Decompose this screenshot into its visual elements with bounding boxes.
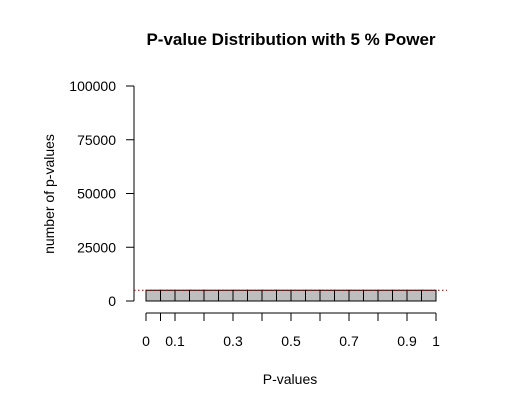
x-tick-label: 0 (142, 333, 150, 349)
histogram-bar (232, 289, 248, 302)
y-axis: 0 25000 50000 75000 100000 (69, 78, 135, 309)
histogram-bar (261, 289, 277, 302)
y-axis-label: number of p-values (41, 134, 57, 254)
y-tick-label: 100000 (69, 78, 116, 94)
histogram-bar (334, 289, 350, 302)
y-tick-label: 0 (108, 293, 116, 309)
x-tick-label: 0.1 (165, 333, 185, 349)
histogram-bar (189, 289, 205, 302)
histogram-bar (276, 289, 292, 302)
histogram-bar (305, 289, 321, 302)
histogram-bar (319, 289, 335, 302)
chart-title: P-value Distribution with 5 % Power (146, 30, 435, 49)
histogram-bar (218, 289, 234, 302)
histogram-bar (348, 289, 364, 302)
x-tick-label: 0.9 (397, 333, 417, 349)
histogram-bar (247, 289, 263, 302)
y-tick-label: 75000 (77, 132, 116, 148)
y-tick-label: 50000 (77, 186, 116, 202)
histogram-bars (145, 289, 437, 302)
x-axis: 0 0.1 0.3 0.5 0.7 0.9 1 (142, 312, 440, 349)
histogram-bar (363, 289, 379, 302)
histogram-bar (392, 289, 408, 302)
histogram-bar (290, 289, 306, 302)
x-axis-label: P-values (263, 371, 317, 387)
histogram-bar (160, 289, 176, 302)
x-tick-label: 1 (432, 333, 440, 349)
histogram-bar (145, 289, 161, 302)
histogram-bar (406, 289, 422, 302)
x-tick-label: 0.5 (281, 333, 301, 349)
y-tick-label: 25000 (77, 239, 116, 255)
histogram-bar (421, 289, 437, 302)
x-tick-label: 0.3 (223, 333, 243, 349)
histogram-bar (174, 289, 190, 302)
x-tick-label: 0.7 (339, 333, 359, 349)
histogram-bar (203, 289, 219, 302)
histogram-bar (377, 289, 393, 302)
